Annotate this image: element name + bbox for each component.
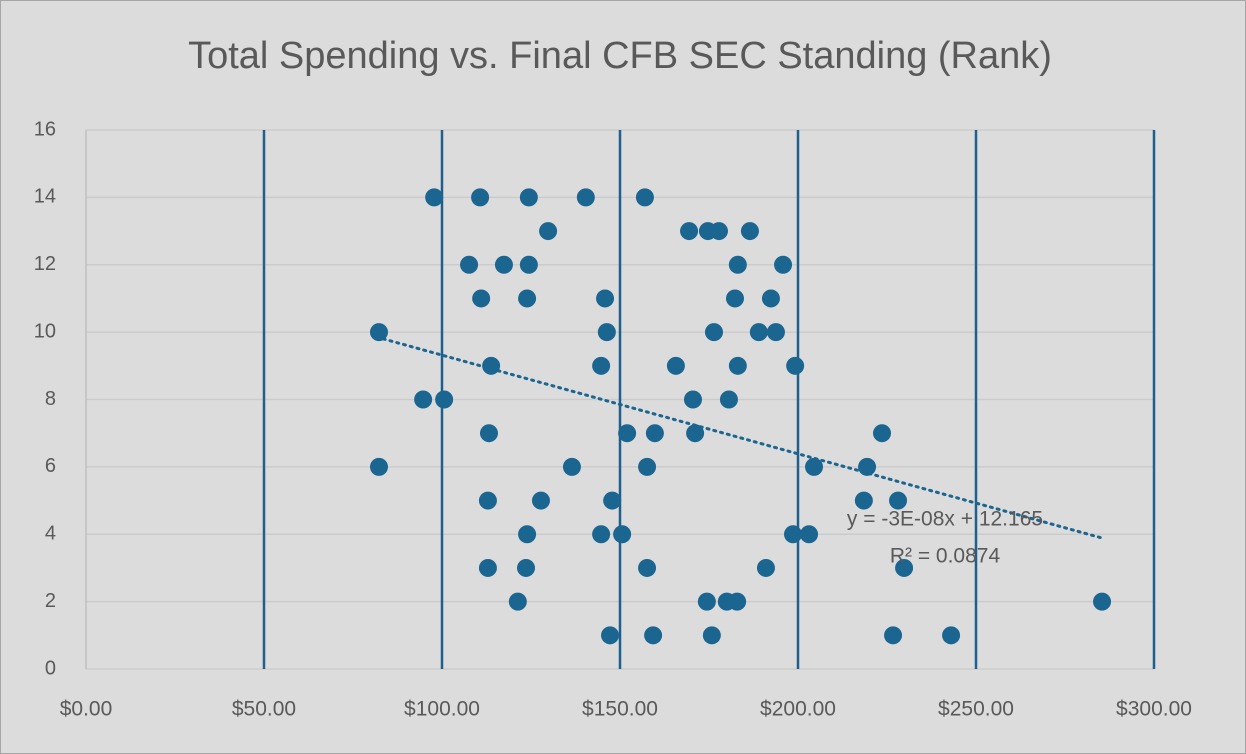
- point: [603, 491, 622, 510]
- point: [435, 390, 454, 409]
- point: [666, 356, 685, 375]
- trendline: [381, 337, 1103, 540]
- point: [613, 525, 632, 544]
- point: [709, 222, 728, 241]
- point: [478, 558, 497, 577]
- point: [800, 525, 819, 544]
- point: [414, 390, 433, 409]
- y-tick-label: 2: [45, 590, 56, 612]
- point: [854, 491, 873, 510]
- point: [680, 222, 699, 241]
- point: [494, 255, 513, 274]
- point: [761, 289, 780, 308]
- point: [638, 457, 657, 476]
- point: [728, 356, 747, 375]
- point: [576, 188, 595, 207]
- y-tick-label: 14: [34, 186, 56, 208]
- point: [719, 390, 738, 409]
- y-tick-label: 6: [45, 455, 56, 477]
- point: [889, 491, 908, 510]
- x-tick-label: $150.00: [582, 698, 658, 721]
- x-tick-label: $250.00: [938, 698, 1014, 721]
- point: [425, 188, 444, 207]
- x-tick-label: $300.00: [1116, 698, 1192, 721]
- x-tick-label: $200.00: [760, 698, 836, 721]
- point: [601, 626, 620, 645]
- y-tick-label: 10: [34, 320, 56, 342]
- x-tick-label: $0.00: [60, 698, 113, 721]
- trendline-equation: y = -3E-08x + 12.165: [847, 508, 1043, 531]
- point: [740, 222, 759, 241]
- point: [592, 525, 611, 544]
- point: [508, 592, 527, 611]
- point: [482, 356, 501, 375]
- point: [519, 188, 538, 207]
- point: [519, 255, 538, 274]
- point: [635, 188, 654, 207]
- point: [704, 323, 723, 342]
- point: [539, 222, 558, 241]
- point: [592, 356, 611, 375]
- point: [472, 289, 491, 308]
- point: [518, 525, 537, 544]
- point: [369, 323, 388, 342]
- point: [873, 424, 892, 443]
- point: [784, 525, 803, 544]
- point: [686, 424, 705, 443]
- point: [1093, 592, 1112, 611]
- point: [517, 558, 536, 577]
- point: [805, 457, 824, 476]
- point: [471, 188, 490, 207]
- point: [749, 323, 768, 342]
- y-tick-label: 16: [34, 118, 56, 140]
- point: [786, 356, 805, 375]
- point: [531, 491, 550, 510]
- point: [697, 592, 716, 611]
- y-tick-label: 0: [45, 657, 56, 679]
- point: [858, 457, 877, 476]
- x-tick-label: $100.00: [404, 698, 480, 721]
- point: [597, 323, 616, 342]
- point: [518, 289, 537, 308]
- point: [702, 626, 721, 645]
- point: [884, 626, 903, 645]
- point: [774, 255, 793, 274]
- y-tick-label: 12: [34, 253, 56, 275]
- point: [895, 558, 914, 577]
- point: [683, 390, 702, 409]
- point: [942, 626, 961, 645]
- trendline-r-squared: R² = 0.0874: [890, 545, 1001, 568]
- point: [756, 558, 775, 577]
- point: [562, 457, 581, 476]
- point: [596, 289, 615, 308]
- point: [460, 255, 479, 274]
- point: [725, 289, 744, 308]
- x-tick-label: $50.00: [232, 698, 296, 721]
- y-tick-label: 4: [45, 523, 56, 545]
- point: [618, 424, 637, 443]
- point: [638, 558, 657, 577]
- point: [478, 491, 497, 510]
- point: [728, 255, 747, 274]
- point: [766, 323, 785, 342]
- point: [369, 457, 388, 476]
- point: [479, 424, 498, 443]
- point: [728, 592, 747, 611]
- y-tick-label: 8: [45, 388, 56, 410]
- chart-title: Total Spending vs. Final CFB SEC Standin…: [188, 35, 1052, 77]
- point: [644, 626, 663, 645]
- point: [645, 424, 664, 443]
